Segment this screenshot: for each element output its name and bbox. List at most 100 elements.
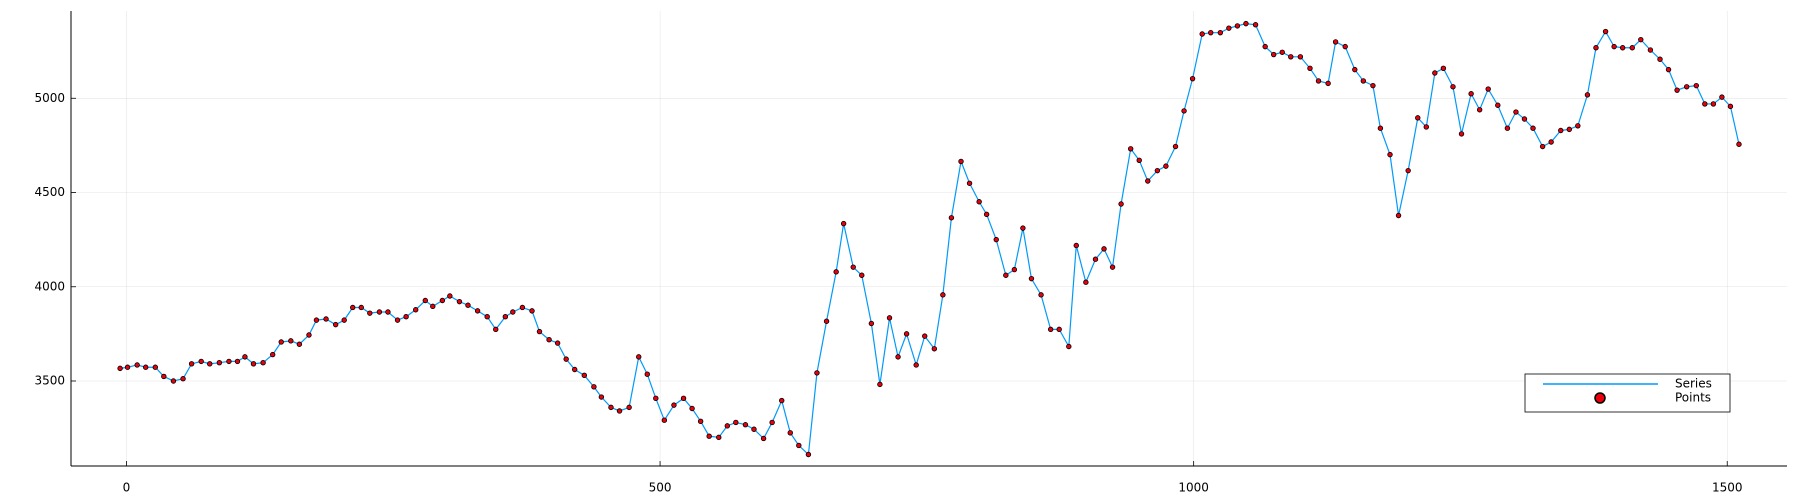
point <box>1127 146 1134 152</box>
point <box>993 236 999 243</box>
y-tick-label: 5000 <box>34 91 65 105</box>
point <box>903 331 910 337</box>
point <box>313 317 320 323</box>
point <box>1405 167 1411 174</box>
point <box>1234 23 1241 29</box>
point <box>117 365 123 372</box>
point <box>760 435 767 442</box>
y-tick-label: 3500 <box>34 373 65 387</box>
point <box>958 158 964 165</box>
point <box>1539 143 1546 150</box>
point <box>751 426 757 432</box>
point <box>779 397 785 404</box>
point <box>1638 36 1644 43</box>
point <box>1504 125 1511 131</box>
point <box>1270 51 1277 58</box>
point <box>493 326 499 333</box>
point <box>1297 54 1304 60</box>
point <box>940 292 946 298</box>
point <box>716 434 722 441</box>
point <box>850 264 856 270</box>
point <box>124 364 131 370</box>
point <box>1172 143 1179 150</box>
point <box>456 298 463 305</box>
point <box>877 381 883 388</box>
point <box>1360 78 1367 84</box>
legend-label: Series <box>1675 377 1712 391</box>
point <box>1145 178 1151 184</box>
point <box>1056 326 1062 333</box>
point <box>1395 212 1402 219</box>
point <box>250 361 257 367</box>
point <box>529 308 535 314</box>
point <box>1217 29 1224 36</box>
point <box>859 272 865 278</box>
point <box>1674 87 1680 93</box>
point <box>1647 47 1654 53</box>
point <box>591 384 597 390</box>
point <box>1476 107 1483 113</box>
point <box>367 310 373 316</box>
point <box>234 358 241 365</box>
point <box>1440 65 1447 71</box>
point <box>1083 279 1089 285</box>
point <box>733 419 739 426</box>
point <box>805 451 812 458</box>
point <box>1163 163 1169 169</box>
point <box>1332 39 1339 45</box>
point <box>288 338 294 344</box>
point <box>1521 116 1528 122</box>
point <box>1693 82 1699 89</box>
point <box>1736 141 1742 147</box>
point <box>931 346 938 352</box>
point <box>1038 292 1044 298</box>
point <box>216 360 223 366</box>
point <box>519 304 526 311</box>
point <box>1199 31 1205 37</box>
point <box>1073 242 1079 249</box>
point <box>1252 22 1259 28</box>
point <box>1315 78 1322 84</box>
point <box>563 356 569 362</box>
point <box>474 308 481 314</box>
series-line <box>120 23 1740 456</box>
point <box>626 404 632 411</box>
point <box>1181 108 1187 114</box>
point <box>1003 272 1009 278</box>
point <box>403 314 409 320</box>
point <box>1665 66 1672 73</box>
point <box>644 371 650 377</box>
point <box>1458 131 1465 137</box>
point <box>680 395 687 402</box>
point <box>341 317 347 323</box>
point <box>323 316 329 322</box>
x-tick-label: 0 <box>123 481 131 495</box>
point <box>636 354 642 360</box>
point <box>966 180 973 186</box>
point <box>1727 103 1734 110</box>
point <box>269 351 276 358</box>
point <box>948 215 955 221</box>
point <box>1530 125 1536 131</box>
point <box>1450 84 1456 90</box>
point <box>769 419 775 426</box>
point <box>1566 126 1572 133</box>
point <box>742 422 749 428</box>
point <box>787 430 793 436</box>
point <box>1702 101 1708 107</box>
point <box>1288 54 1294 60</box>
point <box>546 337 552 343</box>
point <box>1307 65 1313 71</box>
point <box>1154 167 1161 174</box>
point <box>814 370 820 376</box>
point <box>976 199 982 205</box>
x-tick-label: 1000 <box>1178 481 1209 495</box>
point <box>1602 28 1609 35</box>
point <box>1683 84 1690 90</box>
point <box>332 321 339 328</box>
point <box>895 354 901 360</box>
point <box>1584 92 1591 98</box>
point <box>430 303 436 310</box>
point <box>868 320 875 327</box>
